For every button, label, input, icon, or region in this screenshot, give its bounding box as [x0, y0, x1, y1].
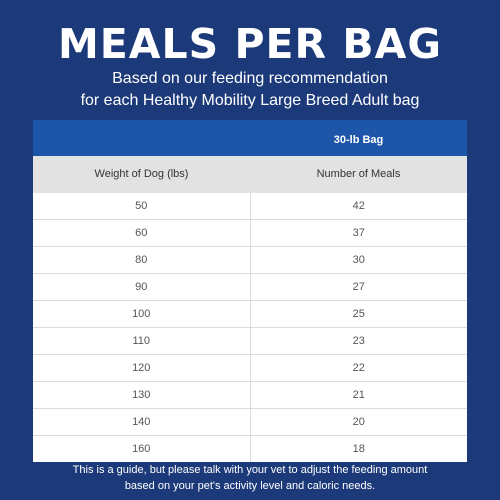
- subtitle-line-1: Based on our feeding recommendation: [112, 70, 388, 87]
- column-group-label: 30-lb Bag: [333, 134, 384, 146]
- table-row: 130 21: [33, 382, 467, 409]
- weight-cell: 160: [33, 436, 251, 462]
- footnote-line-2: based on your pet's activity level and c…: [124, 480, 376, 492]
- table-row: 140 20: [33, 409, 467, 436]
- table-row: 120 22: [33, 355, 467, 382]
- meals-table: 30-lb Bag Weight of Dog (lbs) Number of …: [33, 120, 467, 462]
- table-row: 80 30: [33, 247, 467, 274]
- footnote: This is a guide, but please talk with yo…: [0, 462, 500, 494]
- weight-cell: 100: [33, 301, 251, 327]
- weight-cell: 140: [33, 409, 251, 435]
- weight-cell: 80: [33, 247, 251, 273]
- meals-cell: 21: [352, 389, 365, 401]
- table-row: 90 27: [33, 274, 467, 301]
- meals-cell: 30: [352, 254, 365, 266]
- table-row: 160 18: [33, 436, 467, 462]
- weight-cell: 110: [33, 328, 251, 354]
- weight-cell: 120: [33, 355, 251, 381]
- column-group-spacer: [33, 120, 250, 156]
- meals-cell: 42: [352, 200, 365, 212]
- column-header-weight: Weight of Dog (lbs): [94, 168, 189, 180]
- page-subtitle: Based on our feeding recommendation for …: [0, 68, 500, 112]
- table-header-row: Weight of Dog (lbs) Number of Meals: [33, 156, 467, 193]
- table-row: 110 23: [33, 328, 467, 355]
- meals-cell: 27: [352, 281, 365, 293]
- footnote-line-1: This is a guide, but please talk with yo…: [72, 464, 428, 476]
- table-row: 50 42: [33, 193, 467, 220]
- weight-cell: 50: [33, 193, 251, 219]
- page-title: MEALS PER BAG: [57, 20, 442, 68]
- table-row: 100 25: [33, 301, 467, 328]
- weight-cell: 60: [33, 220, 251, 246]
- meals-cell: 23: [352, 335, 365, 347]
- table-column-group-band: 30-lb Bag: [33, 120, 467, 156]
- weight-cell: 90: [33, 274, 251, 300]
- table-row: 60 37: [33, 220, 467, 247]
- subtitle-line-2: for each Healthy Mobility Large Breed Ad…: [80, 92, 420, 109]
- meals-cell: 22: [352, 362, 365, 374]
- meals-cell: 20: [352, 416, 365, 428]
- column-header-meals: Number of Meals: [316, 168, 401, 180]
- meals-cell: 25: [352, 308, 365, 320]
- meals-cell: 18: [352, 443, 365, 455]
- meals-cell: 37: [352, 227, 365, 239]
- table-body: 50 42 60 37 80 30 90 27 100 25 110 23 12…: [33, 193, 467, 462]
- weight-cell: 130: [33, 382, 251, 408]
